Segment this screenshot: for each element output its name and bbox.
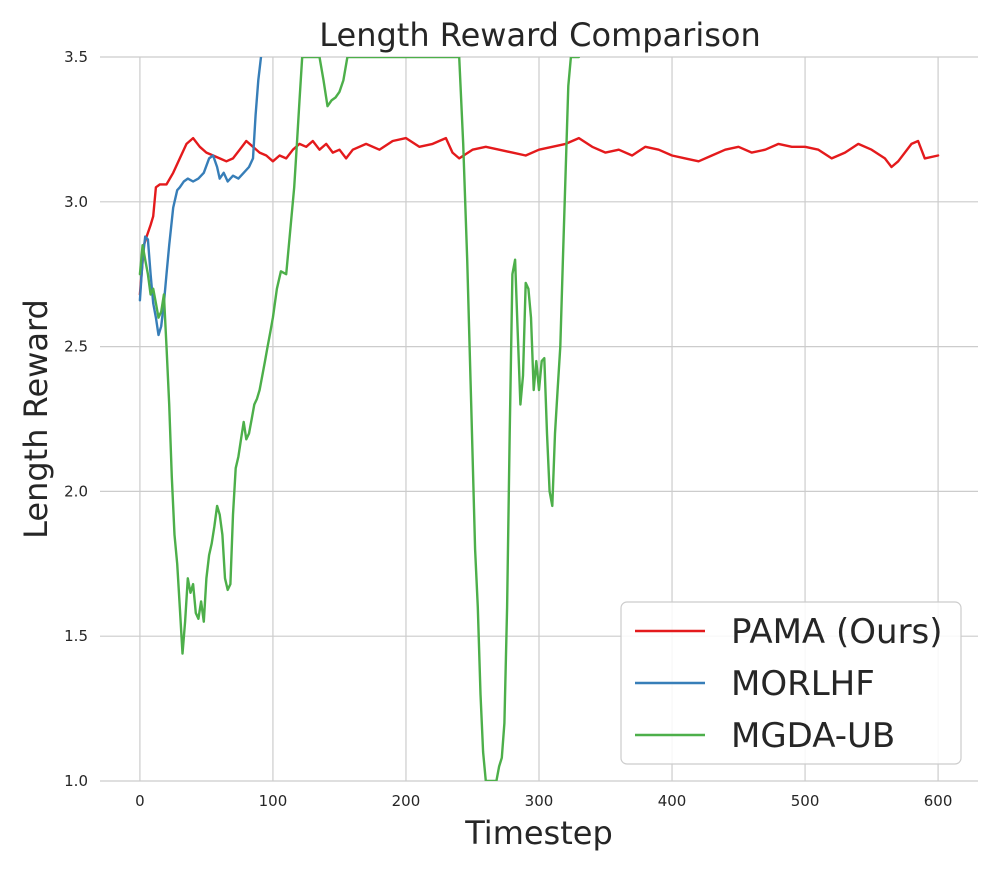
series-layer — [138, 57, 940, 781]
y-tick-label: 2.5 — [64, 338, 88, 356]
x-axis-label: Timestep — [464, 814, 613, 852]
legend: PAMA (Ours) MORLHF MGDA-UB — [620, 601, 962, 765]
series-line-mgda-ub — [138, 57, 581, 781]
tick-labels: 0 100 200 300 400 500 600 1.0 1.5 2.0 2.5 3.0 3.5 — [64, 48, 952, 810]
y-axis-label: Length Reward — [17, 299, 55, 539]
x-tick-label: 100 — [259, 792, 288, 810]
legend-label: MORLHF — [731, 664, 875, 704]
legend-label: PAMA (Ours) — [731, 612, 943, 652]
y-tick-label: 2.0 — [64, 482, 88, 500]
y-tick-label: 3.5 — [64, 48, 88, 66]
x-tick-label: 500 — [791, 792, 820, 810]
grid — [100, 56, 978, 782]
legend-label: MGDA-UB — [731, 716, 895, 756]
legend-box — [620, 601, 962, 765]
x-tick-label: 0 — [135, 792, 145, 810]
x-tick-label: 200 — [392, 792, 421, 810]
x-tick-label: 300 — [525, 792, 554, 810]
y-tick-label: 1.5 — [64, 627, 88, 645]
y-tick-label: 3.0 — [64, 193, 88, 211]
chart-title: Length Reward Comparison — [319, 16, 760, 54]
y-tick-label: 1.0 — [64, 772, 88, 790]
series-line-morlhf — [138, 57, 263, 337]
x-tick-label: 400 — [658, 792, 687, 810]
x-tick-label: 600 — [924, 792, 953, 810]
